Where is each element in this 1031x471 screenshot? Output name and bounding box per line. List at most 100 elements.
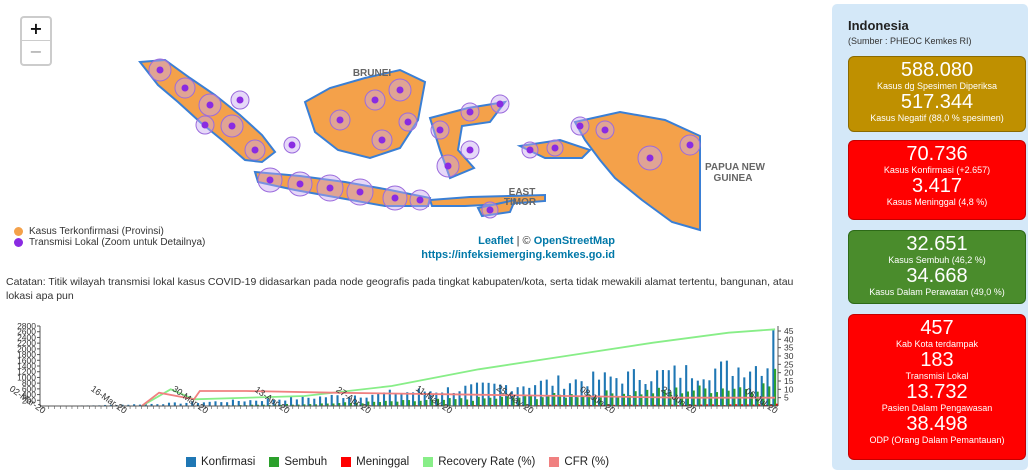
bar-0-31 xyxy=(220,402,223,406)
bar-0-84 xyxy=(528,387,531,406)
recovered-label: Kasus Sembuh (46,2 %) xyxy=(888,255,986,265)
bar-0-41 xyxy=(278,399,281,406)
bar-0-68 xyxy=(435,392,438,406)
bar-1-94 xyxy=(588,394,591,406)
y-right-tick-label-6: 35 xyxy=(784,343,794,353)
bar-1-92 xyxy=(576,397,579,406)
bar-0-96 xyxy=(597,379,601,406)
districts-value: 457 xyxy=(920,317,954,339)
bar-0-59 xyxy=(382,392,386,406)
legend-local-label: Transmisi Lokal (Zoom untuk Detailnya) xyxy=(29,237,206,248)
bar-1-88 xyxy=(553,393,556,406)
bar-0-65 xyxy=(417,388,420,406)
bar-2-115 xyxy=(711,404,714,406)
bar-0-121 xyxy=(743,377,746,406)
deaths-label: Kasus Meninggal (4,8 %) xyxy=(886,197,988,207)
bar-2-106 xyxy=(659,404,662,406)
line-3 xyxy=(141,328,776,407)
y-right-tick-label-4: 25 xyxy=(784,359,794,369)
bar-1-101 xyxy=(628,395,631,406)
bar-1-82 xyxy=(518,397,521,406)
bar-0-62 xyxy=(400,393,403,406)
bar-1-90 xyxy=(564,397,567,406)
bar-0-90 xyxy=(563,388,566,406)
bar-0-11 xyxy=(104,404,107,406)
y-left-tick-label-3: 800 xyxy=(22,378,36,388)
legend-konfirmasi: Konfirmasi xyxy=(186,456,255,468)
bar-1-49 xyxy=(326,403,329,406)
bar-0-103 xyxy=(638,380,641,406)
local-transmission-label: Transmisi Lokal xyxy=(905,371,969,381)
leaflet-link[interactable]: Leaflet xyxy=(478,235,514,247)
map-area[interactable]: BRUNEI PAPUA NEW GUINEA EAST TIMOR + − K… xyxy=(0,0,828,272)
bar-2-88 xyxy=(554,404,558,406)
bar-0-108 xyxy=(667,370,670,406)
sulawesi-island xyxy=(428,100,508,180)
bar-1-58 xyxy=(378,402,381,406)
bar-1-93 xyxy=(582,396,585,406)
bar-0-35 xyxy=(243,401,246,406)
bar-0-45 xyxy=(301,396,304,406)
borneo-island xyxy=(303,68,427,160)
bar-0-109 xyxy=(673,365,676,406)
bar-0-64 xyxy=(412,392,415,406)
legend-meninggal: Meninggal xyxy=(341,456,409,468)
treated-label: Kasus Dalam Perawatan (49,0 %) xyxy=(869,287,1005,297)
zoom-out-button[interactable]: − xyxy=(22,40,50,63)
bar-2-77 xyxy=(491,404,494,406)
osm-link[interactable]: OpenStreetMap xyxy=(533,235,615,247)
bar-0-32 xyxy=(226,402,229,406)
zoom-in-button[interactable]: + xyxy=(29,19,43,38)
bar-2-92 xyxy=(578,404,581,406)
y-left-tick-label-1: 400 xyxy=(22,390,36,400)
bar-0-82 xyxy=(516,387,519,406)
bar-0-113 xyxy=(696,380,699,406)
legend-cfr: CFR (%) xyxy=(549,456,609,468)
y-right-tick-label-1: 10 xyxy=(784,384,794,394)
bar-1-42 xyxy=(285,403,289,406)
bar-0-43 xyxy=(289,396,293,406)
bar-0-24 xyxy=(179,403,182,406)
bar-1-98 xyxy=(611,393,614,406)
daily-cases-chart: 2004006008001000120014001600180020002200… xyxy=(8,321,794,416)
legend-sembuh: Sembuh xyxy=(269,456,327,468)
bar-1-60 xyxy=(390,401,393,406)
bar-1-65 xyxy=(419,400,422,406)
y-left-tick-label-5: 1200 xyxy=(17,367,36,377)
bar-1-105 xyxy=(652,393,655,406)
bar-0-52 xyxy=(342,398,345,406)
bar-1-87 xyxy=(547,396,550,406)
bar-1-47 xyxy=(314,404,318,406)
local-transmission-dots xyxy=(148,58,701,219)
recovered-card: 32.651 Kasus Sembuh (46,2 %) 34.668 Kasu… xyxy=(848,230,1026,304)
bar-1-56 xyxy=(367,401,370,406)
bar-0-60 xyxy=(388,389,391,406)
districts-label: Kab Kota terdampak xyxy=(895,339,979,349)
bar-1-36 xyxy=(251,404,254,406)
bar-1-115 xyxy=(710,393,713,406)
bar-1-62 xyxy=(402,400,405,406)
label-timor: TIMOR xyxy=(504,197,537,208)
bar-1-75 xyxy=(477,396,480,406)
bar-1-53 xyxy=(349,402,352,406)
indonesia-map[interactable]: BRUNEI PAPUA NEW GUINEA EAST TIMOR xyxy=(0,0,828,272)
bar-0-81 xyxy=(510,391,513,406)
bar-1-38 xyxy=(262,404,265,406)
source-url-link[interactable]: https://infeksiemerging.kemkes.go.id xyxy=(421,249,615,261)
bar-1-102 xyxy=(634,391,637,406)
y-right-tick-label-7: 40 xyxy=(784,334,794,344)
bar-2-123 xyxy=(758,404,761,406)
bar-2-101 xyxy=(630,404,633,406)
bar-0-40 xyxy=(272,399,275,406)
y-right-tick-label-5: 30 xyxy=(784,351,794,361)
bar-0-48 xyxy=(319,396,322,406)
bar-0-95 xyxy=(592,371,595,406)
y-left-tick-label-13: 2800 xyxy=(17,321,36,331)
panel-title: Indonesia xyxy=(848,18,909,33)
bar-0-36 xyxy=(249,400,252,406)
bar-0-100 xyxy=(621,383,624,406)
bar-0-66 xyxy=(423,391,426,406)
specimen-value: 588.080 xyxy=(900,59,974,81)
bar-1-124 xyxy=(762,383,765,406)
bar-2-122 xyxy=(752,404,755,406)
